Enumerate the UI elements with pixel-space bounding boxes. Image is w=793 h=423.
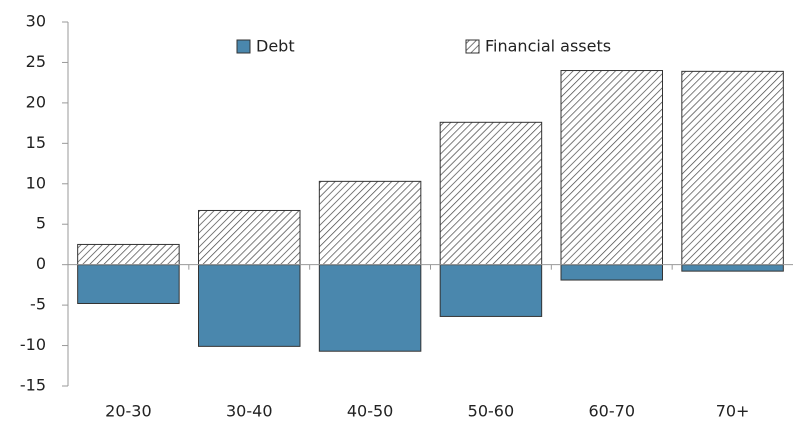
legend-swatch	[236, 39, 251, 54]
y-tick-label: 30	[26, 12, 46, 31]
bar	[77, 243, 180, 266]
bar	[198, 209, 301, 266]
legend-swatch	[465, 39, 480, 54]
bar	[318, 264, 422, 352]
x-tick-label: 40-50	[347, 402, 394, 421]
legend-label: Debt	[256, 37, 295, 56]
bar	[198, 264, 301, 347]
bar	[77, 264, 180, 304]
y-tick-label: -10	[20, 335, 46, 354]
bar	[318, 180, 422, 266]
legend-label: Financial assets	[485, 37, 611, 56]
y-tick-label: -15	[20, 376, 46, 395]
bar	[560, 70, 663, 266]
bar	[439, 264, 543, 317]
y-tick-label: 10	[26, 173, 46, 192]
bar	[681, 264, 784, 272]
bar	[681, 70, 784, 266]
y-tick-label: -5	[30, 295, 46, 314]
x-tick-label: 70+	[716, 402, 750, 421]
x-tick-label: 50-60	[468, 402, 515, 421]
y-tick-label: 20	[26, 92, 46, 111]
y-tick-label: 25	[26, 52, 46, 71]
bar	[439, 121, 543, 266]
y-tick-label: 5	[36, 214, 46, 233]
x-tick-label: 30-40	[226, 402, 273, 421]
bar	[560, 264, 663, 281]
x-tick-label: 60-70	[589, 402, 636, 421]
y-tick-label: 0	[36, 254, 46, 273]
y-tick-label: 15	[26, 133, 46, 152]
x-tick-label: 20-30	[105, 402, 152, 421]
